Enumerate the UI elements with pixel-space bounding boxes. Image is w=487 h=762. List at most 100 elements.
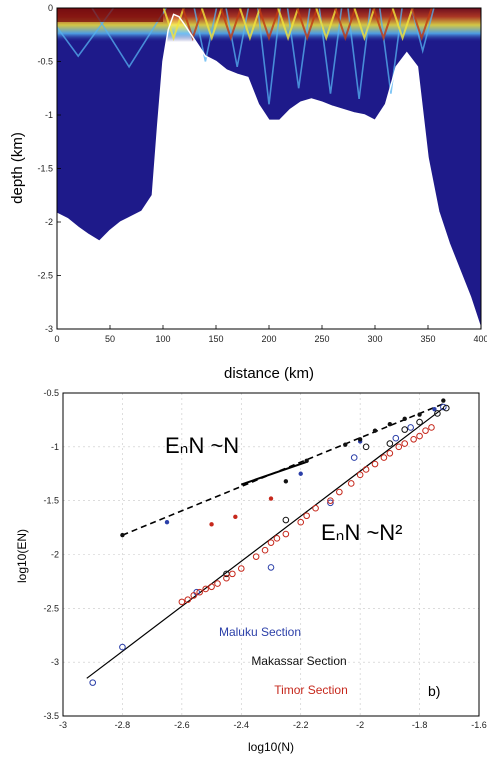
annotation-linear-law: EₙN ~N <box>165 433 239 458</box>
point-filled-maluku <box>432 406 437 412</box>
point-open-timor <box>428 424 435 431</box>
point-open-makassar <box>282 516 290 524</box>
point-open-timor <box>267 539 275 546</box>
section-label: Makassar section <box>68 307 154 319</box>
point-open-timor <box>347 480 355 487</box>
north-label: North <box>400 253 442 272</box>
point-filled-makassar <box>304 458 309 464</box>
panel-b-ylabel: log10(EN) <box>15 529 29 583</box>
point-open-timor <box>356 471 364 479</box>
point-filled-maluku <box>164 520 170 525</box>
point-open-timor <box>395 443 403 451</box>
point-filled-makassar <box>343 442 348 447</box>
y-tick-label: -2.5 <box>43 603 59 613</box>
point-open-maluku <box>350 454 358 461</box>
point-open-timor <box>327 497 334 504</box>
panel-b-label: b) <box>428 683 440 699</box>
point-open-timor <box>312 504 319 512</box>
y-tick-label: -3 <box>45 324 53 334</box>
y-tick-label: -3 <box>51 657 59 667</box>
y-tick-label: -1 <box>45 110 53 120</box>
point-open-maluku <box>267 564 275 571</box>
y-tick-label: -3.5 <box>43 711 59 721</box>
point-filled-makassar <box>417 412 422 417</box>
surface-ray <box>410 8 433 42</box>
internal-wave-beams <box>57 8 435 105</box>
panel-a-label: a) <box>437 302 449 318</box>
point-open-timor <box>178 598 186 606</box>
point-filled-timor <box>233 514 238 520</box>
point-filled-makassar <box>372 428 378 433</box>
y-tick-label: -2 <box>51 550 59 560</box>
point-filled-makassar <box>402 416 407 422</box>
legend-maluku: Maluku Section <box>219 625 301 639</box>
legend-timor: Timor Section <box>274 683 348 697</box>
surface-ray <box>277 8 300 42</box>
x-tick-label: -1.8 <box>412 720 428 730</box>
point-open-timor <box>202 585 209 593</box>
fit-line-quadratic <box>86 407 444 679</box>
surface-ray <box>219 8 242 42</box>
x-tick-label: -2.2 <box>293 720 309 730</box>
y-tick-label: 0 <box>48 3 53 13</box>
surface-ray <box>353 8 376 42</box>
panel-b-y-ticks: -0.5 -1 -1.5 -2 -2.5 -3 -3.5 <box>43 388 59 721</box>
point-open-timor <box>184 596 192 604</box>
surface-ray <box>334 8 357 42</box>
point-open-timor <box>282 530 290 538</box>
wave-beam <box>225 8 250 67</box>
surface-ray <box>258 8 280 42</box>
south-label: South <box>68 251 112 270</box>
point-open-timor <box>237 565 245 572</box>
y-tick-label: -2.5 <box>37 271 53 281</box>
x-tick-label: 50 <box>105 334 115 344</box>
x-tick-label: 150 <box>208 334 223 344</box>
x-tick-label: 400 <box>473 334 487 344</box>
wave-beam <box>91 8 167 69</box>
point-open-timor <box>261 546 269 554</box>
point-open-timor <box>336 488 343 496</box>
point-open-makassar <box>401 426 409 433</box>
point-open-timor <box>214 580 221 587</box>
point-open-makassar <box>443 404 450 412</box>
south-surface-hotspot <box>57 8 163 22</box>
y-tick-label: -0.5 <box>37 57 53 67</box>
x-tick-label: 250 <box>314 334 329 344</box>
panel-b: -3 -2.8 -2.6 -2.4 -2.2 -2 -1.8 -1.6 -0.5-1-1.5-… <box>15 388 487 754</box>
point-filled-timor <box>268 496 274 501</box>
x-tick-label: 0 <box>54 334 59 344</box>
point-filled-makassar <box>387 422 393 427</box>
wave-beam <box>318 8 343 94</box>
point-open-timor <box>303 512 310 520</box>
x-tick-label: 350 <box>420 334 435 344</box>
surface-ray <box>238 8 261 42</box>
point-open-timor <box>223 574 230 582</box>
point-filled-makassar <box>357 437 363 442</box>
x-tick-label: -2 <box>356 720 364 730</box>
surface-ray <box>372 8 395 42</box>
data-points <box>89 398 450 686</box>
x-tick-label: -1.6 <box>471 720 487 730</box>
point-open-timor <box>273 535 281 542</box>
point-open-maluku <box>440 403 447 411</box>
wave-beam <box>257 8 281 105</box>
point-open-makassar <box>434 410 441 417</box>
point-open-maluku <box>119 643 126 651</box>
point-open-maluku <box>407 424 414 431</box>
point-open-timor <box>229 570 236 578</box>
legend-makassar: Makassar Section <box>251 654 346 668</box>
point-open-makassar <box>416 418 423 426</box>
point-filled-makassar <box>283 479 289 484</box>
seafloor-profile <box>57 13 481 329</box>
y-tick-label: -1.5 <box>37 164 53 174</box>
panel-a: 0 50 100 150 200 250 300 350 400 0 -0.5 -1 -1.5 -2 -2… <box>9 3 487 382</box>
x-tick-label: -3 <box>59 720 67 730</box>
y-tick-label: -1.5 <box>43 496 59 506</box>
surface-ray <box>296 8 319 42</box>
annotation-quadratic-law: EₙN ~N² <box>321 520 403 545</box>
fit-line-linear-solid <box>240 460 307 486</box>
y-tick-label: -2 <box>45 217 53 227</box>
wave-beam <box>410 8 435 54</box>
point-open-timor <box>371 460 379 468</box>
